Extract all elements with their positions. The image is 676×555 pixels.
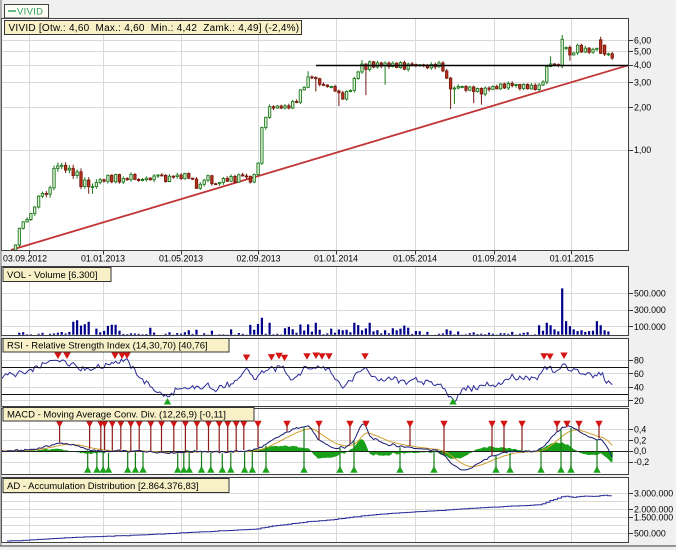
svg-text:-0,2: -0,2 — [634, 457, 649, 467]
svg-text:01.05.2013: 01.05.2013 — [159, 254, 203, 264]
svg-text:01.01.2014: 01.01.2014 — [314, 254, 358, 264]
svg-text:80: 80 — [634, 356, 644, 366]
svg-text:3.000.000: 3.000.000 — [634, 488, 673, 498]
svg-text:40: 40 — [634, 382, 644, 392]
svg-text:VIVID [Otw.: 4,60 Max.: 4,60: VIVID [Otw.: 4,60 Max.: 4,60 Min.: 4,42 … — [9, 23, 300, 34]
svg-text:01.01.2013: 01.01.2013 — [81, 254, 125, 264]
svg-text:300.000: 300.000 — [634, 305, 666, 315]
svg-text:2.000.000: 2.000.000 — [634, 504, 673, 514]
svg-text:4,00: 4,00 — [634, 60, 651, 70]
svg-text:AD - Accumulation Distribution: AD - Accumulation Distribution [2.864.37… — [7, 481, 199, 492]
svg-text:5,00: 5,00 — [634, 46, 651, 56]
svg-text:0,2: 0,2 — [634, 435, 646, 445]
svg-text:VOL - Volume [6.300]: VOL - Volume [6.300] — [7, 270, 97, 281]
svg-text:VIVID: VIVID — [17, 7, 43, 18]
svg-text:01.01.2015: 01.01.2015 — [550, 254, 594, 264]
svg-text:02.09.2013: 02.09.2013 — [236, 254, 280, 264]
svg-text:3,00: 3,00 — [634, 78, 651, 88]
svg-text:500.000: 500.000 — [634, 529, 666, 539]
svg-text:0,4: 0,4 — [634, 425, 646, 435]
svg-text:0,0: 0,0 — [634, 446, 646, 456]
svg-text:2,00: 2,00 — [634, 103, 651, 113]
svg-text:MACD - Moving Average Conv. Di: MACD - Moving Average Conv. Div. (12,26,… — [7, 410, 226, 421]
svg-text:01.09.2014: 01.09.2014 — [472, 254, 516, 264]
svg-text:500.000: 500.000 — [634, 288, 666, 298]
svg-text:6,00: 6,00 — [634, 35, 651, 45]
svg-text:RSI - Relative Strength Index: RSI - Relative Strength Index (14,30,70)… — [7, 341, 208, 352]
svg-text:60: 60 — [634, 369, 644, 379]
svg-text:1,00: 1,00 — [634, 145, 651, 155]
svg-text:03.09.2012: 03.09.2012 — [3, 254, 47, 264]
svg-text:01.05.2014: 01.05.2014 — [393, 254, 437, 264]
svg-text:100.000: 100.000 — [634, 322, 666, 332]
svg-text:20: 20 — [634, 396, 644, 406]
svg-text:1.500.000: 1.500.000 — [634, 513, 673, 523]
